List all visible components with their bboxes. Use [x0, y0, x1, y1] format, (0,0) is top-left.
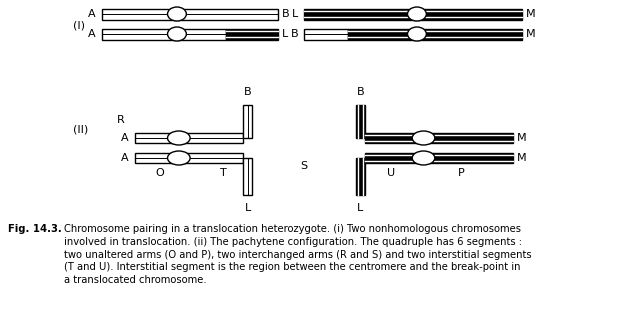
Text: B: B	[244, 87, 251, 97]
Text: B: B	[357, 87, 364, 97]
Ellipse shape	[167, 131, 190, 145]
Text: (II): (II)	[74, 125, 89, 135]
Text: L: L	[245, 203, 251, 213]
Bar	[356, 158, 365, 195]
Text: M: M	[517, 133, 526, 143]
Ellipse shape	[167, 151, 190, 165]
Text: Fig. 14.3.: Fig. 14.3.	[7, 224, 61, 234]
Ellipse shape	[412, 131, 435, 145]
Text: L: L	[281, 29, 288, 39]
Ellipse shape	[167, 27, 187, 41]
Text: A: A	[121, 153, 129, 163]
Bar	[102, 9, 278, 19]
Bar	[304, 9, 522, 19]
Bar	[243, 158, 252, 195]
Text: B: B	[291, 29, 298, 39]
Bar	[102, 28, 226, 40]
Text: S: S	[300, 161, 308, 171]
Text: M: M	[526, 29, 536, 39]
Ellipse shape	[412, 151, 435, 165]
Text: T: T	[220, 168, 227, 178]
Text: L: L	[292, 9, 298, 19]
Bar	[226, 28, 278, 40]
Text: M: M	[517, 153, 526, 163]
Bar	[365, 133, 513, 143]
Text: A: A	[89, 9, 96, 19]
Text: R: R	[117, 115, 124, 125]
Bar	[348, 28, 522, 40]
Text: A: A	[89, 29, 96, 39]
Text: U: U	[386, 168, 394, 178]
Text: L: L	[358, 203, 364, 213]
Ellipse shape	[167, 7, 187, 21]
Text: O: O	[155, 168, 164, 178]
Text: B: B	[281, 9, 289, 19]
Text: Chromosome pairing in a translocation heterozygote. (i) Two nonhomologous chromo: Chromosome pairing in a translocation he…	[64, 224, 532, 285]
Bar	[135, 153, 243, 163]
Bar	[135, 133, 243, 143]
Text: (I): (I)	[74, 20, 85, 30]
Bar	[304, 28, 348, 40]
Ellipse shape	[407, 27, 426, 41]
Text: A: A	[121, 133, 129, 143]
Bar	[365, 153, 513, 163]
Bar	[243, 105, 252, 138]
Text: M: M	[526, 9, 536, 19]
Text: P: P	[458, 168, 464, 178]
Ellipse shape	[407, 7, 426, 21]
Bar	[356, 105, 365, 138]
